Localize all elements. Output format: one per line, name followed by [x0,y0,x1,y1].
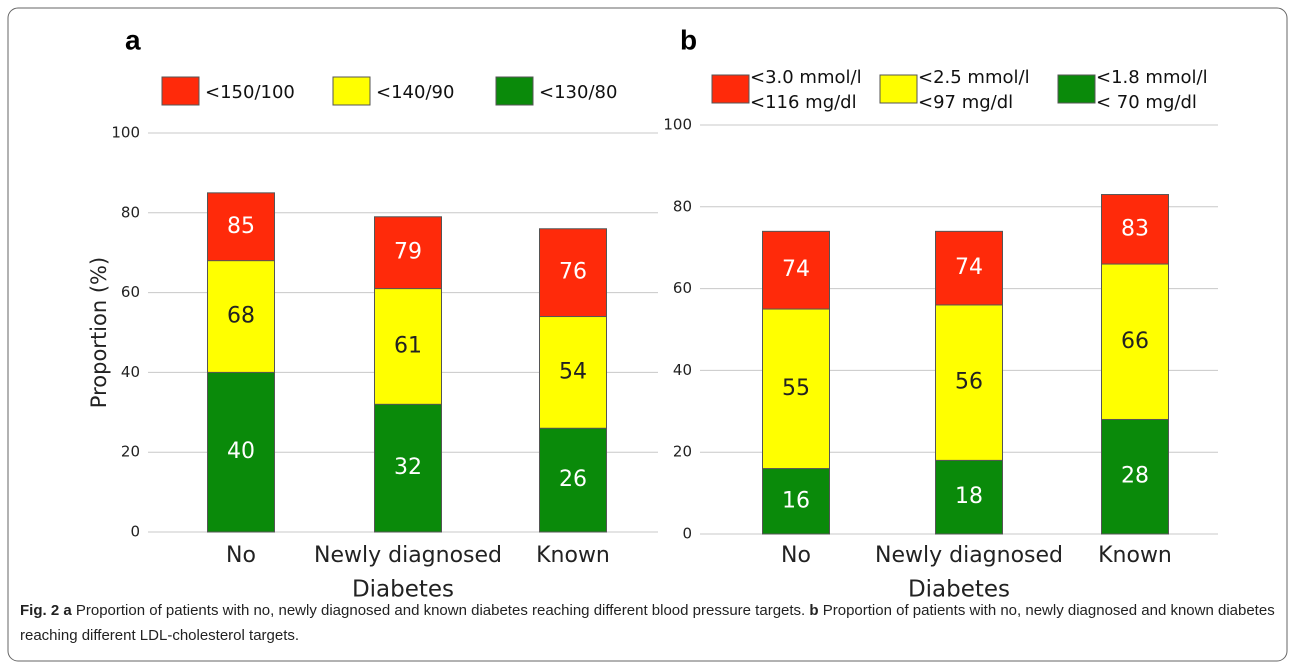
y-tick-label: 40 [121,363,140,381]
y-tick-label: 0 [682,525,692,543]
legend-swatch [879,74,918,104]
caption-b: b [809,602,819,619]
legend-label: <1.8 mmol/l < 70 mg/dl [1096,67,1208,113]
value-label: 74 [955,255,983,280]
value-label: 32 [394,455,422,480]
y-tick-label: 40 [673,361,692,379]
value-label: 26 [559,467,587,492]
bar [207,371,275,533]
legend-swatch [1057,74,1096,104]
value-label: 76 [559,260,587,285]
value-label: 61 [394,333,422,358]
value-label: 54 [559,359,587,384]
y-tick-label: 0 [130,523,140,541]
value-label: 40 [227,439,255,464]
x-tick-label: No [226,543,256,568]
bar [1101,418,1169,535]
y-tick-label: 20 [121,443,140,461]
legend-swatch [161,76,200,106]
y-tick-label: 20 [673,443,692,461]
caption-label: Fig. 2 [20,602,60,619]
legend-swatch [495,76,534,106]
value-label: 68 [227,304,255,329]
value-label: 79 [394,240,422,265]
x-tick-label: Newly diagnosed [875,543,1063,568]
bar [539,427,607,533]
y-tick-label: 60 [121,283,140,301]
panel-label: b [680,24,697,55]
caption: Fig. 2 a Proportion of patients with no,… [20,598,1275,648]
value-label: 28 [1121,464,1149,489]
y-tick-label: 80 [121,203,140,221]
value-label: 56 [955,370,983,395]
legend-swatch [332,76,371,106]
x-tick-label: No [781,543,811,568]
legend-label: <2.5 mmol/l <97 mg/dl [918,67,1030,113]
legend-swatch [711,74,750,104]
y-tick-label: 80 [673,197,692,215]
caption-a: a [63,602,72,619]
y-tick-label: 60 [673,279,692,297]
y-axis-title: Proportion (%) [87,257,111,408]
legend-label: <130/80 [539,82,618,103]
panel-label: a [125,24,141,55]
legend-label: <150/100 [205,82,295,103]
value-label: 18 [955,484,983,509]
bar [374,403,442,533]
y-tick-label: 100 [663,116,692,134]
y-tick-label: 100 [111,124,140,142]
value-label: 66 [1121,329,1149,354]
x-tick-label: Known [1098,543,1172,568]
x-axis-title: Diabetes [352,577,454,603]
legend-label: <140/90 [376,82,455,103]
caption-text: Proportion of patients with no, newly di… [71,602,810,619]
value-label: 55 [782,376,810,401]
x-axis-title: Diabetes [908,577,1010,603]
caption-text: Proportion of patients with no, newly di… [20,602,1275,644]
bar [935,459,1003,535]
frame [7,7,1288,662]
legend-label: <3.0 mmol/l <116 mg/dl [750,67,862,113]
value-label: 83 [1121,216,1149,241]
x-tick-label: Known [536,543,610,568]
value-label: 74 [782,257,810,282]
x-tick-label: Newly diagnosed [314,543,502,568]
value-label: 85 [227,214,255,239]
bar [762,468,830,535]
value-label: 16 [782,488,810,513]
